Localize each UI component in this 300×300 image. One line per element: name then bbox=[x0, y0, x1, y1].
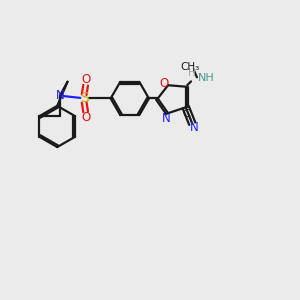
Text: H: H bbox=[188, 68, 196, 78]
Text: O: O bbox=[81, 73, 90, 86]
Text: N: N bbox=[162, 112, 171, 125]
Text: C: C bbox=[182, 110, 190, 119]
Text: O: O bbox=[159, 77, 168, 90]
Text: O: O bbox=[81, 111, 90, 124]
Text: S: S bbox=[80, 92, 88, 106]
Text: N: N bbox=[56, 89, 64, 102]
Text: NH: NH bbox=[197, 74, 214, 83]
Text: N: N bbox=[189, 121, 198, 134]
Text: CH₃: CH₃ bbox=[180, 62, 199, 72]
